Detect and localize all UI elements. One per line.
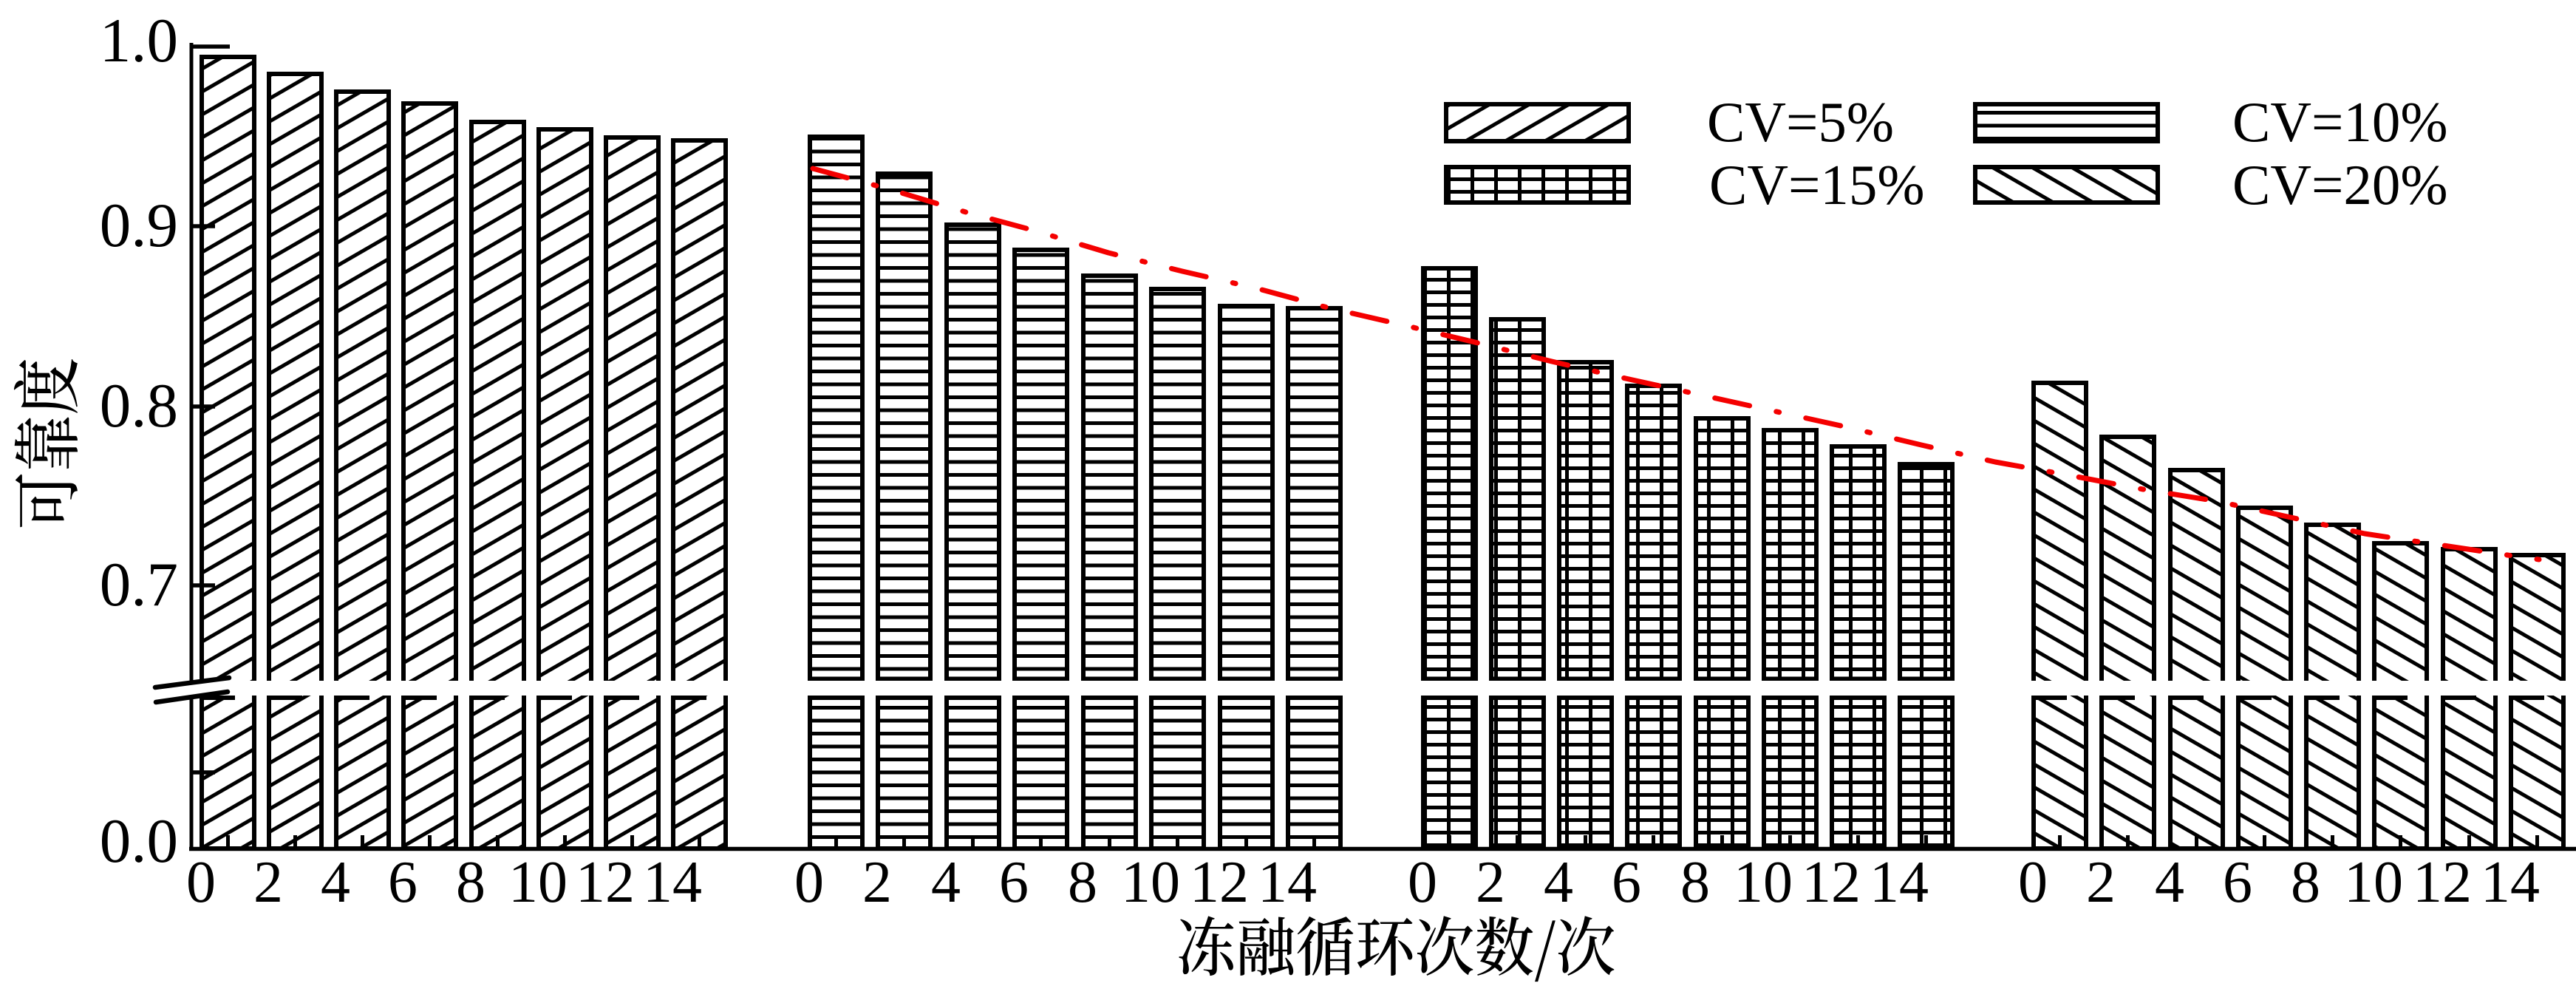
svg-text:6: 6: [1612, 850, 1641, 915]
svg-text:14: 14: [1258, 850, 1317, 915]
svg-text:14: 14: [2481, 850, 2540, 915]
svg-text:CV=5%: CV=5%: [1707, 90, 1894, 154]
svg-text:2: 2: [1476, 850, 1505, 915]
svg-text:12: 12: [2413, 850, 2472, 915]
svg-text:0: 0: [186, 850, 216, 915]
svg-text:10: 10: [2344, 850, 2403, 915]
svg-text:10: 10: [1121, 850, 1180, 915]
svg-text:6: 6: [388, 850, 418, 915]
svg-text:14: 14: [1870, 850, 1929, 915]
svg-text:12: 12: [576, 850, 635, 915]
svg-text:12: 12: [1802, 850, 1861, 915]
svg-text:0.8: 0.8: [100, 371, 178, 441]
svg-text:0: 0: [2018, 850, 2048, 915]
svg-text:6: 6: [999, 850, 1029, 915]
svg-text:2: 2: [253, 850, 283, 915]
svg-text:4: 4: [2155, 850, 2184, 915]
svg-text:8: 8: [456, 850, 485, 915]
svg-text:2: 2: [862, 850, 892, 915]
svg-text:0: 0: [794, 850, 824, 915]
svg-text:0: 0: [1408, 850, 1437, 915]
svg-text:0.7: 0.7: [100, 550, 178, 619]
svg-text:10: 10: [1734, 850, 1793, 915]
svg-text:2: 2: [2086, 850, 2116, 915]
svg-text:8: 8: [1068, 850, 1097, 915]
svg-text:6: 6: [2223, 850, 2252, 915]
svg-text:14: 14: [643, 850, 702, 915]
svg-text:CV=15%: CV=15%: [1709, 153, 1925, 217]
svg-text:8: 8: [1680, 850, 1710, 915]
svg-text:0.0: 0.0: [100, 806, 178, 876]
svg-text:CV=20%: CV=20%: [2232, 153, 2448, 217]
svg-text:0.9: 0.9: [100, 191, 178, 260]
svg-text:12: 12: [1190, 850, 1249, 915]
svg-text:8: 8: [2291, 850, 2320, 915]
svg-text:1.0: 1.0: [100, 6, 178, 75]
svg-text:10: 10: [508, 850, 568, 915]
svg-text:CV=10%: CV=10%: [2232, 90, 2448, 154]
svg-text:4: 4: [931, 850, 961, 915]
svg-text:4: 4: [1544, 850, 1573, 915]
svg-text:4: 4: [321, 850, 350, 915]
